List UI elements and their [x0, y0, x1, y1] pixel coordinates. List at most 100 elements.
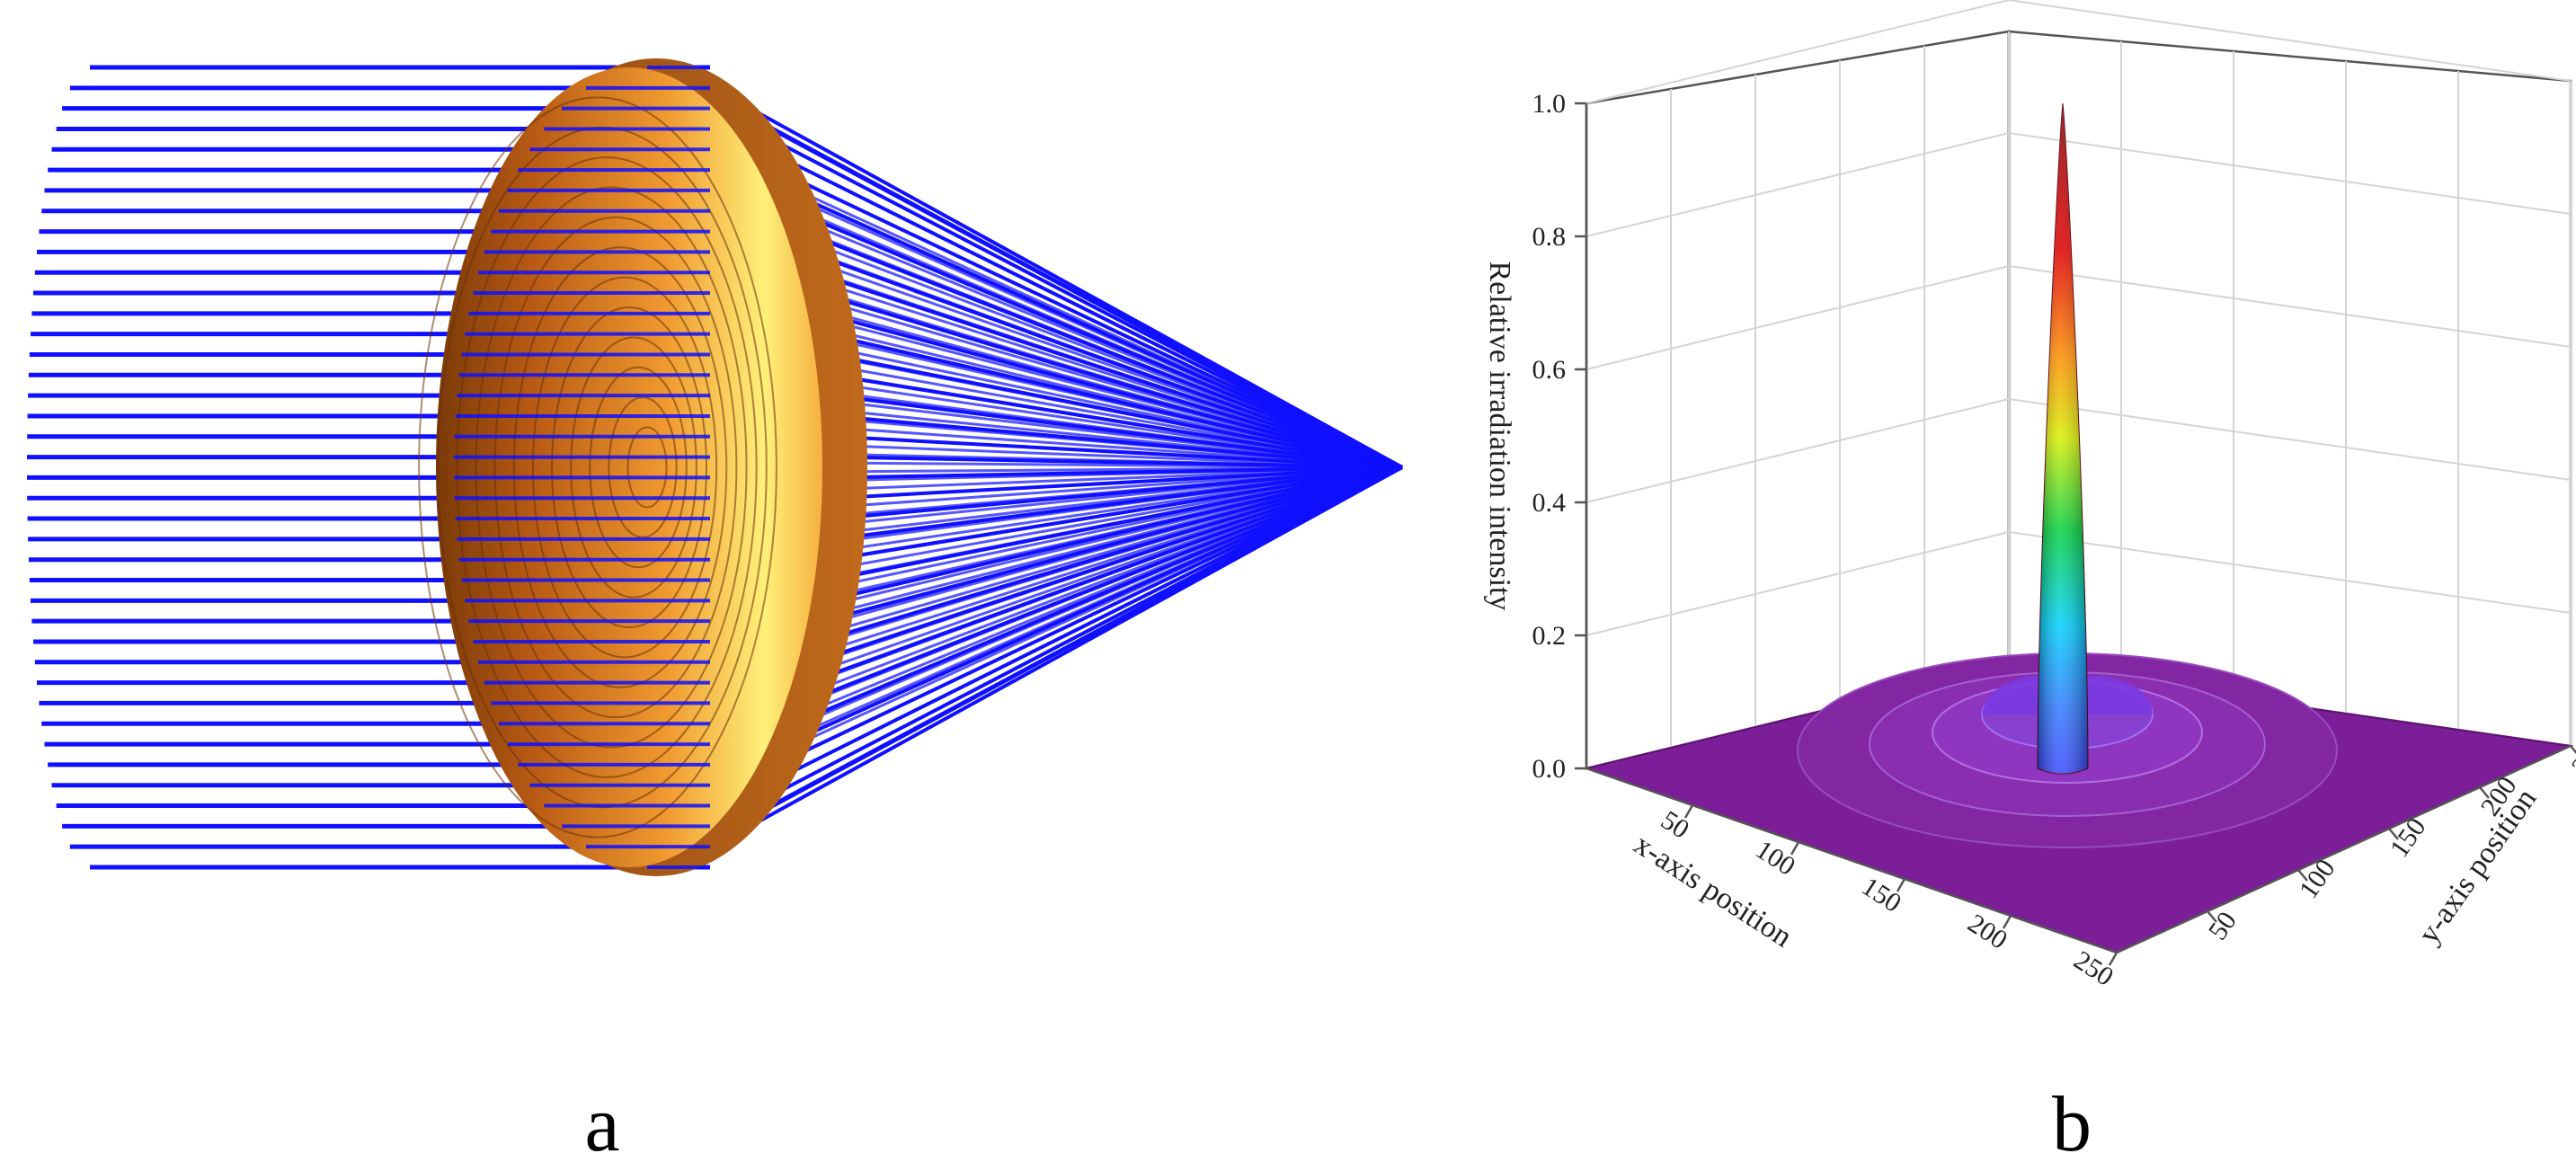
focused-ray: [813, 466, 1403, 510]
lens-ring: [418, 96, 777, 838]
fresnel-lens: [418, 58, 867, 876]
focused-ray: [813, 205, 1403, 469]
z-tick-label: 0.4: [1532, 488, 1567, 518]
focused-ray: [813, 324, 1403, 469]
y-tick-label: 250: [2566, 730, 2576, 780]
y-tick-mark: [2479, 786, 2490, 799]
focused-ray: [813, 466, 1403, 546]
y-axis-line: [2116, 744, 2572, 954]
focused-ray: [813, 224, 1403, 469]
focused-ray: [813, 242, 1403, 469]
focused-ray: [813, 466, 1403, 702]
focused-ray: [813, 466, 1403, 574]
x-tick-label: 250: [2068, 945, 2119, 992]
x-tick-mark: [1683, 804, 1694, 819]
focused-ray: [813, 297, 1403, 469]
focused-ray: [813, 466, 1403, 666]
focused-ray: [813, 424, 1403, 469]
incident-rays-front: [454, 66, 710, 869]
focused-ray: [764, 466, 1403, 787]
z-axis-ticks: 0.0 0.2 0.4 0.6 0.8 1.0: [1532, 89, 1586, 784]
focused-ray: [775, 168, 1403, 469]
lens-face: [436, 67, 822, 867]
lens-ring: [512, 246, 728, 688]
lens-ring: [531, 276, 718, 659]
x-tick-mark: [2002, 915, 2012, 929]
y-tick-mark: [2570, 745, 2576, 755]
focused-ray: [813, 233, 1403, 469]
z-tick-label: 1.0: [1532, 89, 1567, 119]
focused-ray: [813, 260, 1403, 469]
x-tick-mark: [1790, 841, 1800, 856]
back-wall-right: [2007, 30, 2572, 748]
focused-ray: [751, 127, 1403, 469]
lens-ray-diagram: [27, 58, 1403, 876]
focused-ray: [813, 466, 1403, 583]
focused-ray: [813, 466, 1403, 537]
focused-ray: [764, 147, 1403, 469]
focused-ray: [813, 443, 1403, 469]
focused-ray: [813, 466, 1403, 739]
grid-line: [1586, 531, 2010, 636]
focused-ray: [813, 466, 1403, 647]
focused-ray: [813, 306, 1403, 469]
focused-ray: [813, 342, 1403, 469]
focused-ray: [813, 466, 1403, 638]
focused-ray: [813, 269, 1403, 469]
focused-ray: [813, 466, 1403, 684]
lens-rings: [418, 96, 777, 838]
focused-ray: [813, 196, 1403, 469]
z-axis-title: Relative irradiation intensity: [1483, 261, 1516, 610]
grid-line: [2008, 265, 2572, 348]
focused-ray: [813, 466, 1403, 556]
z-tick-label: 0.2: [1532, 621, 1567, 651]
focused-ray: [813, 251, 1403, 469]
focused-ray: [813, 461, 1403, 469]
lens-ring: [456, 156, 758, 778]
focused-ray: [813, 333, 1403, 469]
focused-ray: [813, 466, 1403, 601]
lens-ring: [551, 306, 707, 628]
y-tick-mark: [2207, 910, 2217, 923]
x-tick-label: 200: [1962, 909, 2012, 955]
lens-ring: [589, 366, 688, 569]
grid-line: [1586, 265, 2010, 370]
focused-ray: [813, 214, 1403, 469]
lens-ring: [475, 186, 748, 749]
back-wall-left: [1585, 30, 2011, 770]
x-tick-mark: [1896, 878, 1906, 892]
focused-ray: [813, 466, 1403, 501]
x-tick-label: 100: [1750, 835, 1800, 882]
focused-ray: [813, 369, 1403, 469]
z-tick-label: 0.6: [1532, 355, 1567, 385]
focused-ray: [813, 466, 1403, 730]
focused-ray: [813, 466, 1403, 611]
focused-ray: [813, 466, 1403, 629]
panel-label-a: a: [584, 1081, 619, 1168]
lens-ring: [626, 426, 668, 509]
z-tick-label: 0.8: [1532, 222, 1567, 252]
focused-ray: [775, 466, 1403, 767]
focused-ray: [813, 466, 1403, 693]
focused-ray: [813, 288, 1403, 469]
focused-ray: [813, 351, 1403, 469]
focused-ray: [813, 466, 1403, 620]
grid-line: [2008, 0, 2572, 82]
focused-ray: [813, 315, 1403, 469]
focused-ray: [813, 388, 1403, 469]
focused-ray: [813, 415, 1403, 469]
y-tick-mark: [2388, 828, 2399, 840]
focused-ray: [813, 433, 1403, 469]
focused-ray: [813, 397, 1403, 469]
focused-rays: [655, 66, 1403, 869]
focused-ray: [813, 466, 1403, 656]
grid-line: [2008, 531, 2572, 614]
y-tick-mark: [2297, 869, 2308, 882]
focused-ray: [813, 466, 1403, 675]
grid-line: [2008, 132, 2572, 215]
grid-line: [2008, 398, 2572, 481]
focused-ray: [813, 452, 1403, 469]
focused-ray: [813, 466, 1403, 592]
